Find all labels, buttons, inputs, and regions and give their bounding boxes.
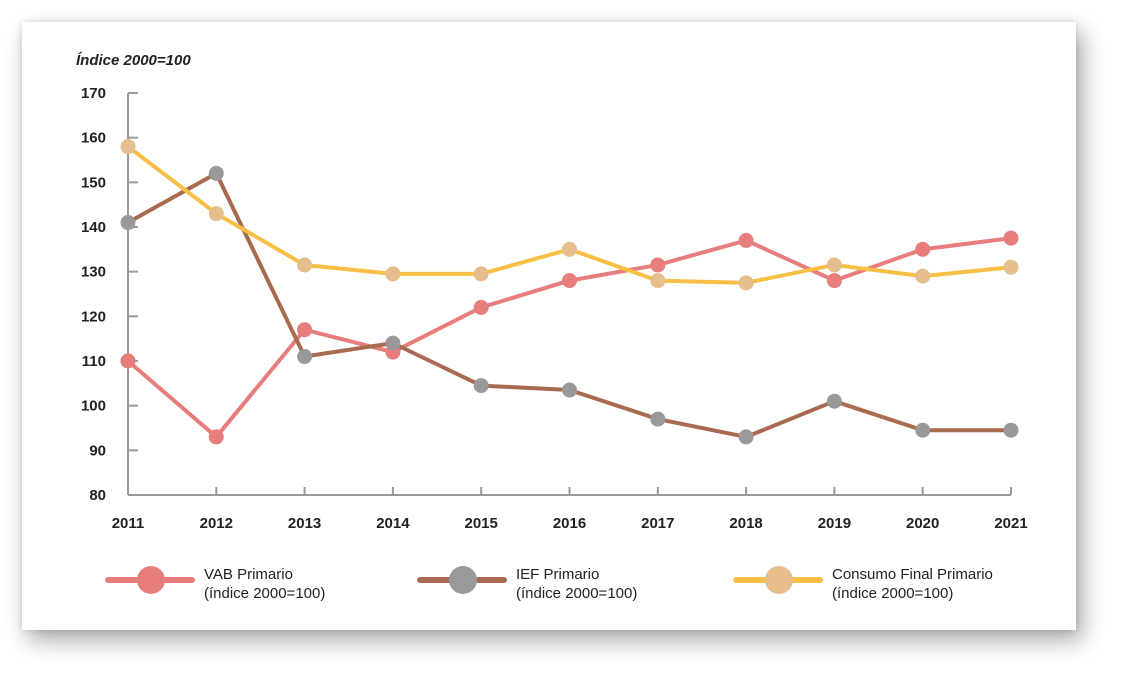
y-tick-label: 130	[81, 264, 106, 281]
y-tick-label: 150	[81, 174, 106, 191]
legend-label: IEF Primario	[516, 566, 599, 583]
y-tick-label: 100	[81, 398, 106, 415]
data-point	[208, 165, 224, 181]
series-markers	[120, 139, 1019, 445]
data-point	[385, 266, 401, 282]
data-point	[208, 206, 224, 222]
legend-label: VAB Primario	[204, 566, 293, 583]
data-point	[650, 257, 666, 273]
data-point	[1003, 230, 1019, 246]
x-tick-label: 2011	[112, 515, 145, 532]
x-tick-label: 2019	[818, 515, 851, 532]
legend: VAB Primario(índice 2000=100)IEF Primari…	[105, 566, 993, 602]
x-tick-label: 2021	[994, 515, 1027, 532]
data-point	[562, 273, 577, 289]
x-tick-label: 2017	[641, 515, 674, 532]
x-tick-label: 2020	[906, 515, 939, 532]
data-point	[738, 429, 754, 445]
x-tick-label: 2015	[465, 515, 498, 532]
data-point	[120, 215, 136, 231]
data-point	[915, 268, 931, 284]
y-tick-label: 140	[81, 219, 106, 236]
y-tick-label: 120	[81, 308, 106, 325]
x-tick-label: 2014	[376, 515, 410, 532]
data-point	[738, 232, 754, 248]
data-point	[826, 257, 842, 273]
data-point	[826, 393, 842, 409]
data-point	[562, 241, 577, 257]
y-tick-label: 170	[81, 85, 106, 102]
legend-swatch-marker	[765, 566, 793, 594]
data-point	[650, 411, 666, 427]
data-point	[473, 378, 489, 394]
data-point	[385, 335, 401, 351]
legend-swatch-marker	[137, 566, 165, 594]
data-point	[297, 257, 313, 273]
legend-swatch-marker	[449, 566, 477, 594]
x-tick-label: 2012	[200, 515, 233, 532]
data-point	[1003, 259, 1019, 275]
data-point	[473, 266, 489, 282]
data-point	[473, 299, 489, 315]
data-point	[1003, 422, 1019, 438]
data-point	[120, 353, 136, 369]
y-tick-label: 90	[89, 442, 106, 459]
data-point	[562, 382, 577, 398]
data-point	[297, 322, 313, 338]
data-point	[915, 422, 931, 438]
legend-item-3: Consumo Final Primario (índice 2000=100)	[733, 566, 993, 602]
legend-sublabel: (índice 2000=100)	[204, 585, 325, 602]
data-point	[826, 273, 842, 289]
chart-card	[22, 22, 1076, 630]
legend-label: Consumo Final Primario	[832, 566, 993, 583]
x-tick-label: 2016	[553, 515, 586, 532]
legend-sublabel: (índice 2000=100)	[516, 585, 637, 602]
data-point	[297, 349, 313, 365]
data-point	[120, 139, 136, 155]
y-tick-label: 110	[82, 353, 106, 370]
legend-item-1: VAB Primario (índice 2000=100)	[105, 566, 325, 602]
y-tick-label: 80	[89, 487, 106, 504]
legend-sublabel: (índice 2000=100)	[832, 585, 953, 602]
x-tick-label: 2013	[288, 515, 321, 532]
data-point	[650, 273, 666, 289]
data-point	[738, 275, 754, 291]
y-tick-label: 160	[81, 130, 106, 147]
y-unit-label: Índice 2000=100	[76, 52, 191, 69]
x-tick-label: 2018	[729, 515, 762, 532]
axes: 80 90 100 110 120 130 140 150 160 170 2011 2012 2013…	[81, 85, 1028, 532]
data-point	[915, 241, 931, 257]
legend-item-2: IEF Primario (índice 2000=100)	[417, 566, 637, 602]
data-point	[208, 429, 224, 445]
